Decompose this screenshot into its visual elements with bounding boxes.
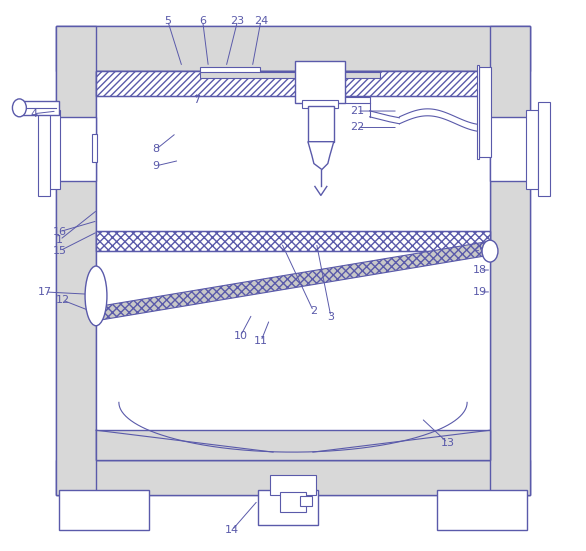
Bar <box>308 106 334 142</box>
Text: 11: 11 <box>254 336 268 346</box>
Text: 7: 7 <box>193 95 200 105</box>
Bar <box>490 26 530 495</box>
Text: 22: 22 <box>350 122 364 132</box>
Bar <box>270 475 316 495</box>
Bar <box>92 134 97 161</box>
Bar <box>96 430 490 460</box>
Bar <box>96 71 490 460</box>
Bar <box>56 26 530 495</box>
Ellipse shape <box>482 240 498 262</box>
Text: 16: 16 <box>53 226 67 236</box>
Bar <box>96 71 490 96</box>
Bar <box>38 102 50 196</box>
Bar <box>437 490 527 530</box>
Text: 5: 5 <box>164 15 171 25</box>
Text: 1: 1 <box>56 235 63 245</box>
Text: 21: 21 <box>350 106 364 116</box>
Text: 23: 23 <box>230 15 245 25</box>
Text: 15: 15 <box>53 246 67 256</box>
Text: 12: 12 <box>56 295 70 305</box>
Bar <box>280 492 306 512</box>
Bar <box>200 72 380 78</box>
Bar <box>56 26 530 71</box>
Bar <box>96 231 490 251</box>
Text: 13: 13 <box>441 437 455 448</box>
Text: 6: 6 <box>199 15 206 25</box>
Bar <box>96 71 490 96</box>
Bar <box>538 102 550 196</box>
Bar <box>96 231 490 251</box>
Bar <box>526 110 538 190</box>
Bar <box>479 67 491 156</box>
Polygon shape <box>96 241 490 321</box>
Bar <box>300 496 312 506</box>
Bar <box>477 65 479 159</box>
Text: 4: 4 <box>30 109 37 119</box>
Polygon shape <box>308 142 334 170</box>
Text: 9: 9 <box>152 161 159 171</box>
Text: 8: 8 <box>152 144 159 154</box>
Bar <box>56 117 96 181</box>
Text: 19: 19 <box>472 287 486 297</box>
Bar <box>490 117 530 181</box>
Text: 10: 10 <box>234 331 247 341</box>
Text: 14: 14 <box>224 526 239 536</box>
Bar <box>48 110 60 190</box>
Text: 2: 2 <box>310 306 317 316</box>
Text: 3: 3 <box>328 312 335 322</box>
Ellipse shape <box>85 266 107 326</box>
Bar <box>59 490 149 530</box>
Text: 18: 18 <box>472 265 486 275</box>
Bar <box>258 490 318 525</box>
Bar <box>19 101 59 115</box>
Bar <box>200 67 260 73</box>
Bar <box>56 26 96 495</box>
Bar <box>56 460 530 495</box>
Ellipse shape <box>12 99 26 117</box>
Bar <box>295 61 345 103</box>
Text: 20: 20 <box>472 243 486 253</box>
Bar <box>313 64 321 70</box>
Bar <box>305 66 323 78</box>
Text: 24: 24 <box>254 15 268 25</box>
Bar <box>302 100 338 108</box>
Text: 17: 17 <box>38 287 52 297</box>
